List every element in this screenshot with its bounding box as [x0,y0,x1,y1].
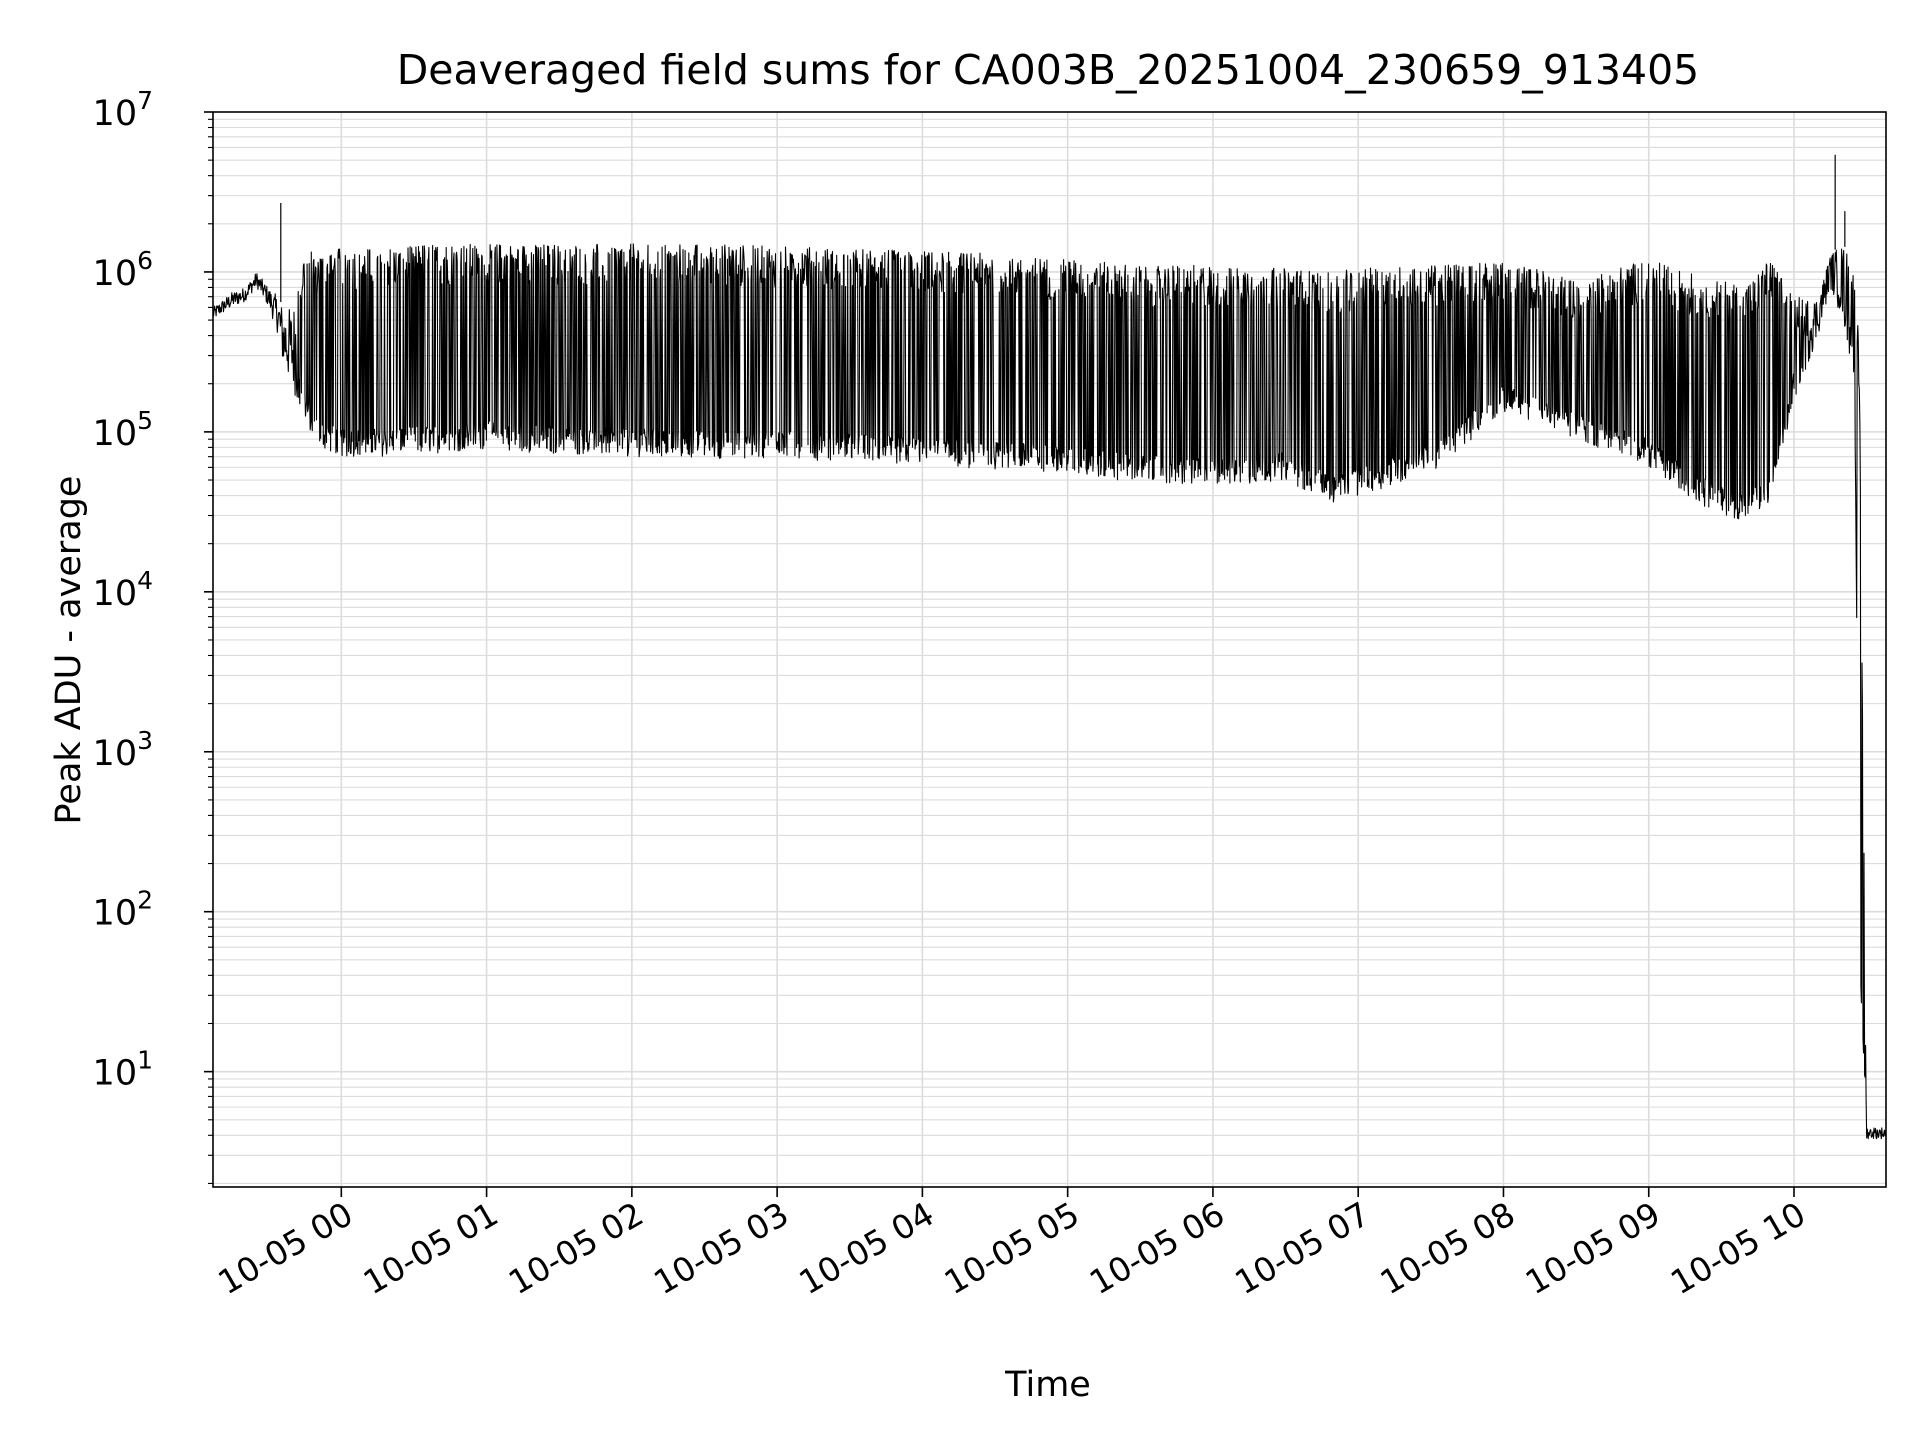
y-axis-label: Peak ADU - average [49,476,89,825]
y-tick-label: 107 [93,86,153,134]
y-tick-label: 105 [93,406,153,454]
plot-area-frame [212,111,1887,1188]
y-tick-label: 106 [93,246,153,294]
series-line [212,243,1887,1140]
y-tick-label: 102 [93,886,153,934]
y-tick-labels: 101 102 103 104 105 106 107 [93,86,153,1094]
axis-ticks [204,111,1795,1197]
chart-title: Deaveraged field sums for CA003B_2025100… [397,46,1700,94]
y-tick-label: 101 [93,1046,153,1094]
x-axis-label: Time [1004,1365,1091,1405]
y-tick-label: 104 [93,566,153,614]
data-series [212,154,1887,1140]
y-tick-label: 103 [93,726,153,774]
